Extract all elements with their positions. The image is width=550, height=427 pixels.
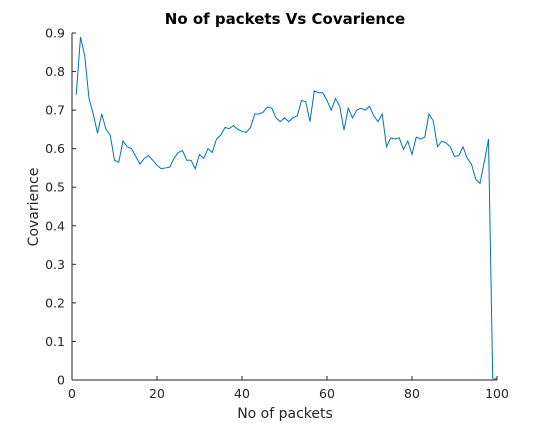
x-tick-label: 0 xyxy=(68,386,76,401)
y-tick-label: 0.6 xyxy=(45,141,65,156)
y-tick-label: 0.3 xyxy=(45,257,65,272)
y-tick-label: 0.8 xyxy=(45,64,65,79)
y-tick-label: 0.9 xyxy=(45,26,65,41)
y-tick-label: 0 xyxy=(57,373,65,388)
y-tick-label: 0.5 xyxy=(45,180,65,195)
y-tick-label: 0.1 xyxy=(45,334,65,349)
x-tick-label: 20 xyxy=(149,386,165,401)
y-tick-label: 0.4 xyxy=(45,218,65,233)
y-tick-label: 0.7 xyxy=(45,103,65,118)
chart-title: No of packets Vs Covarience xyxy=(165,10,405,28)
x-axis-label: No of packets xyxy=(237,406,333,422)
series-line xyxy=(75,36,498,381)
x-tick-label: 80 xyxy=(404,386,420,401)
y-axis-label: Covarience xyxy=(26,168,42,247)
x-tick-label: 60 xyxy=(319,386,335,401)
y-tick-label: 0.2 xyxy=(45,295,65,310)
plot-area: 0 20 40 60 80 100 0 0.1 0.2 0.3 0.4 0.5 0.6 0.7 0.8 0.9 xyxy=(45,26,509,402)
x-tick-label: 100 xyxy=(485,386,509,401)
x-tick-label: 40 xyxy=(234,386,250,401)
